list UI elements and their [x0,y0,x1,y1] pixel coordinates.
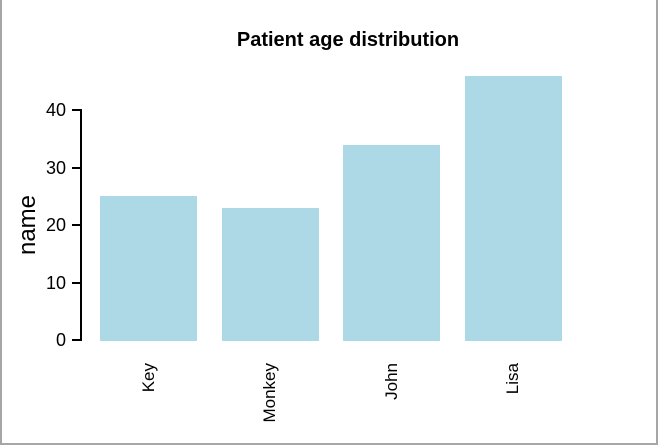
y-tick-mark [72,166,81,169]
x-tick-label-lisa: Lisa [503,363,522,395]
x-tick-label-monkey: Monkey [260,363,279,423]
y-tick-label: 30 [45,157,66,178]
y-axis-line [80,109,82,341]
y-tick-mark [72,339,81,341]
chart-title: Patient age distribution [236,29,460,51]
y-tick-label: 40 [45,100,66,120]
bar-monkey [221,207,319,341]
y-tick-mark [72,109,81,111]
y-tick-mark [72,224,81,226]
y-tick-label: 20 [45,215,66,235]
bar-key [100,196,197,341]
y-tick-mark [72,281,81,284]
bar-john [343,144,440,341]
x-tick-label-key: Key [138,363,158,393]
y-tick-label: 0 [55,330,66,350]
y-tick-label: 10 [45,272,66,293]
bar-lisa [464,75,562,341]
x-tick-label-john: John [381,363,401,400]
